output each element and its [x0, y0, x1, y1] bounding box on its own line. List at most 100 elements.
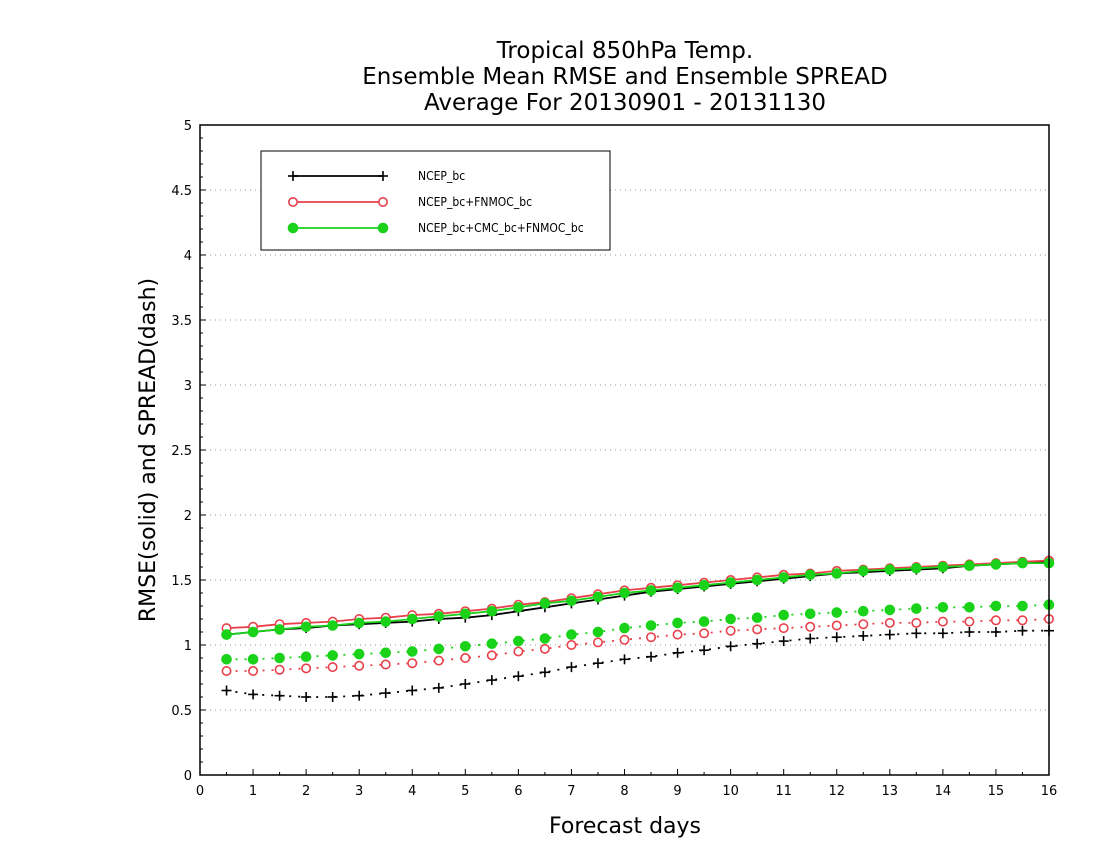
spread-point [433, 643, 445, 655]
rmse-point [433, 611, 445, 622]
spread-point [327, 692, 338, 702]
spread-point [699, 645, 710, 656]
spread-point [725, 625, 736, 636]
spread-point [539, 643, 550, 654]
rmse-point [380, 616, 392, 627]
spread-point [672, 617, 683, 629]
spread-point [327, 662, 338, 673]
rmse-point [645, 585, 657, 596]
spread-point [353, 648, 365, 660]
spread-point [566, 639, 577, 650]
spread-point [301, 692, 312, 702]
y-tick-label: 1.5 [171, 574, 192, 589]
spread-point [884, 604, 896, 616]
spread-point [805, 621, 816, 632]
rmse-point [937, 561, 949, 573]
y-tick-label: 2.5 [171, 444, 192, 459]
spread-point [1017, 600, 1028, 612]
x-tick-label: 1 [249, 784, 257, 799]
spread-point [698, 616, 710, 627]
x-tick-label: 5 [461, 784, 469, 799]
spread-point [274, 652, 285, 664]
y-tick-label: 0.5 [171, 704, 192, 719]
rmse-point [300, 621, 312, 633]
x-tick-label: 12 [828, 784, 845, 799]
spread-point [884, 617, 895, 628]
legend-entry-1: NCEP_bc+FNMOC_bc [287, 195, 532, 209]
spread-point [486, 638, 498, 650]
rmse-point [725, 577, 736, 588]
legend-marker [288, 171, 298, 181]
spread-point [990, 627, 1001, 637]
legend-label: NCEP_bc+FNMOC_bc [418, 195, 532, 209]
spread-point [699, 628, 710, 639]
spread-point [1017, 625, 1028, 636]
rmse-point [804, 569, 816, 581]
spread-point [274, 690, 285, 701]
legend-label: NCEP_bc [418, 169, 465, 183]
rmse-point [911, 563, 922, 574]
spread-point [513, 635, 524, 647]
spread-point [1017, 615, 1028, 626]
rmse-point [221, 629, 232, 640]
spread-point [964, 627, 975, 637]
spread-point [354, 690, 365, 701]
rmse-point [327, 620, 338, 631]
y-axis-label: RMSE(solid) and SPREAD(dash) [136, 278, 161, 622]
spread-point [646, 632, 657, 643]
spread-point [645, 620, 657, 631]
spread-line [226, 629, 1049, 698]
legend-entry-0: NCEP_bc [288, 169, 465, 183]
legend-box [260, 150, 611, 251]
y-tick-label: 4.5 [171, 184, 192, 199]
spread-point [672, 629, 683, 640]
rmse-point [619, 587, 630, 599]
ticks: 00.511.522.533.544.550 1 2 3 4 5 6 7 8 9 10 11 12 13 1… [171, 119, 1057, 799]
spread-point [406, 646, 418, 657]
spread-point [884, 629, 895, 640]
spread-point [486, 650, 497, 661]
spread-point [300, 651, 312, 663]
chart-title-line-1: Tropical 850hPa Temp. [496, 38, 753, 64]
spread-point [857, 605, 869, 617]
x-tick-label: 16 [1041, 784, 1058, 799]
spread-point [619, 654, 630, 665]
rmse-point [751, 574, 763, 586]
spread-line [226, 603, 1050, 661]
y-tick-label: 3 [184, 379, 192, 394]
spread-point [247, 654, 259, 665]
series-2 [221, 557, 1055, 665]
rmse-point [274, 624, 285, 635]
spread-point [990, 615, 1001, 626]
rmse-point [884, 564, 896, 575]
legend-marker [378, 171, 388, 181]
spread-point [248, 665, 259, 676]
rmse-point [698, 579, 710, 591]
spread-point [221, 665, 232, 676]
spread-point [486, 675, 497, 686]
legend-marker [287, 222, 299, 234]
spread-point [752, 638, 763, 649]
rmse-point [460, 608, 471, 620]
spread-point [937, 628, 948, 639]
spread-point [433, 682, 444, 693]
chart-title-line-2: Ensemble Mean RMSE and Ensemble SPREAD [362, 64, 887, 90]
rmse-point [247, 626, 259, 638]
spread-point [513, 646, 524, 657]
spread-point [778, 623, 789, 634]
rmse-point [539, 598, 551, 609]
x-tick-label: 14 [935, 784, 952, 799]
rmse-point [566, 595, 577, 607]
y-tick-label: 0 [184, 769, 192, 784]
spread-point [221, 685, 232, 696]
spread-point [433, 655, 444, 666]
y-tick-label: 5 [184, 119, 192, 134]
x-tick-label: 8 [620, 784, 628, 799]
spread-point [380, 659, 391, 670]
spread-point [274, 664, 285, 675]
legend: NCEP_bc NCEP_bc+FNMOC_bc NCEP_bc+CMC_bc+FN… [260, 150, 611, 251]
spread-point [831, 620, 842, 631]
spread-point [592, 658, 603, 669]
x-tick-label: 15 [988, 784, 1005, 799]
